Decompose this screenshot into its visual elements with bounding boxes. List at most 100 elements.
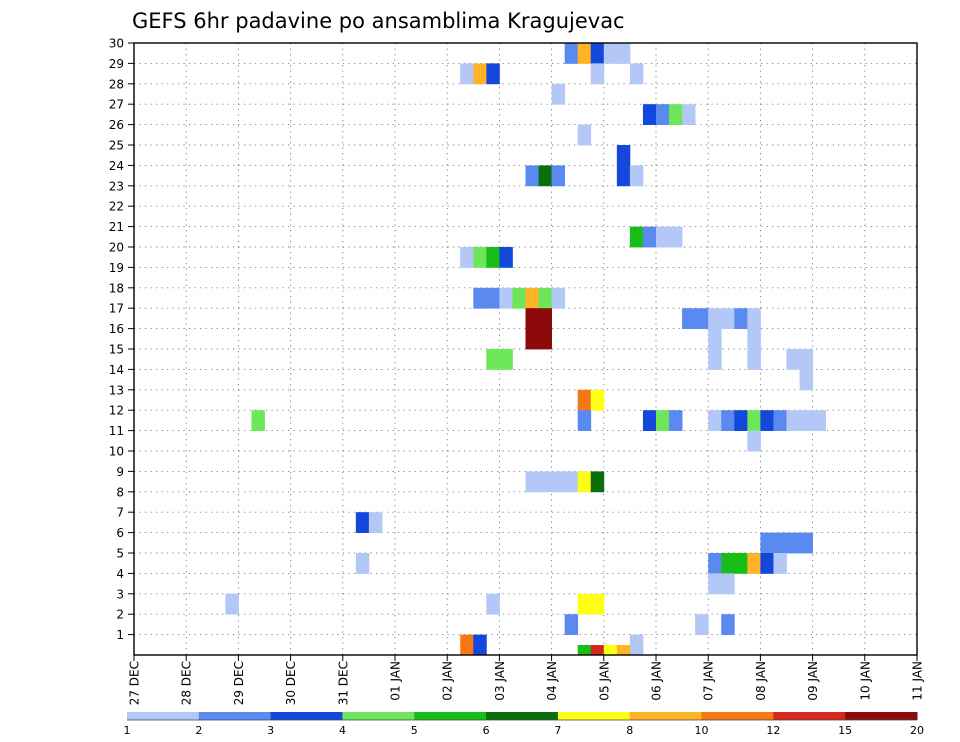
y-tick-label: 2 xyxy=(116,608,124,622)
precip-cell-member-16 xyxy=(747,328,761,350)
y-tick-label: 6 xyxy=(116,526,124,540)
legend-swatch xyxy=(557,712,631,720)
precip-cell-member-5 xyxy=(773,553,787,574)
y-tick-label: 5 xyxy=(116,547,124,561)
precip-cell-member-24 xyxy=(616,165,631,187)
precip-cell-member-12 xyxy=(773,410,787,431)
x-tick-label: 02 JAN xyxy=(441,661,455,701)
precip-cell-member-17 xyxy=(525,308,539,329)
precip-cell-member-15 xyxy=(486,349,500,370)
legend-swatch xyxy=(486,712,559,720)
y-tick-label: 3 xyxy=(116,587,124,601)
precip-cell-member-21 xyxy=(656,226,670,248)
precip-cell-member-1 xyxy=(629,634,644,656)
precip-cell-member-12 xyxy=(760,410,774,431)
precip-cell-member-29 xyxy=(629,63,644,85)
x-tick-label: 28 DEC xyxy=(180,661,194,705)
precip-cell-member-17 xyxy=(695,308,709,329)
y-axis-labels: 1234567891011121314151617181920212223242… xyxy=(109,37,134,642)
precip-cell-member-27 xyxy=(669,104,683,125)
precip-cell-edge xyxy=(577,645,592,655)
x-tick-label: 31 DEC xyxy=(336,661,350,705)
precip-cell-member-29 xyxy=(460,63,474,85)
precip-cell-member-30 xyxy=(577,43,592,64)
precip-cell-edge xyxy=(616,645,631,655)
precip-cell-edge xyxy=(590,645,605,655)
precip-cell-member-29 xyxy=(486,63,500,85)
x-tick-label: 01 JAN xyxy=(389,661,403,701)
precip-cell-member-18 xyxy=(473,287,487,309)
legend-label: 20 xyxy=(910,724,924,737)
y-tick-label: 1 xyxy=(116,628,124,642)
legend-swatch xyxy=(198,712,272,720)
y-tick-label: 30 xyxy=(109,37,124,51)
precip-cell-member-28 xyxy=(551,83,566,105)
precip-cell-member-27 xyxy=(642,104,657,125)
precip-cell-member-12 xyxy=(786,410,800,431)
x-tick-label: 29 DEC xyxy=(232,661,246,705)
precip-cell-member-13 xyxy=(577,389,592,411)
precip-cell-member-1 xyxy=(460,634,474,656)
precip-cell-member-3 xyxy=(486,593,500,615)
precip-cell-member-5 xyxy=(760,553,774,574)
precip-cell-member-24 xyxy=(525,165,539,187)
y-tick-label: 7 xyxy=(116,506,124,520)
y-tick-label: 14 xyxy=(109,363,124,377)
precip-cell-member-7 xyxy=(368,512,383,533)
precip-cell-member-24 xyxy=(538,165,552,187)
x-tick-label: 09 JAN xyxy=(806,661,820,701)
precip-cell-member-21 xyxy=(642,226,657,248)
precip-cell-member-7 xyxy=(355,512,370,533)
legend-swatch xyxy=(342,712,415,720)
precip-cell-member-12 xyxy=(708,410,722,431)
legend-swatch xyxy=(127,712,200,720)
precip-cell-member-5 xyxy=(708,553,722,574)
y-tick-label: 4 xyxy=(116,567,124,581)
y-tick-label: 12 xyxy=(109,404,124,418)
y-tick-label: 26 xyxy=(109,118,124,132)
precip-cell-member-13 xyxy=(590,389,605,411)
precip-cell-member-24 xyxy=(629,165,644,187)
precip-cell-member-18 xyxy=(512,287,526,309)
precip-cell-member-12 xyxy=(747,410,761,431)
precip-cell-member-17 xyxy=(734,308,748,329)
precip-cell-member-30 xyxy=(590,43,605,64)
precip-cell-member-9 xyxy=(525,471,539,493)
precip-cell-member-27 xyxy=(656,104,670,125)
legend-label: 1 xyxy=(124,724,131,737)
precip-cell-member-30 xyxy=(603,43,618,64)
y-tick-label: 25 xyxy=(109,139,124,153)
y-tick-label: 20 xyxy=(109,241,124,255)
color-legend: 1 2 3 4 5 6 7 8 10 12 15 20 xyxy=(124,712,924,737)
x-tick-label: 03 JAN xyxy=(493,661,507,701)
precip-cell-member-4 xyxy=(721,573,735,595)
precip-cell-member-6 xyxy=(760,532,774,554)
precip-cell-member-18 xyxy=(525,287,539,309)
precip-cell-member-15 xyxy=(499,349,513,370)
y-tick-label: 19 xyxy=(109,261,124,275)
precip-cell-member-14 xyxy=(799,369,813,391)
precip-cell-member-12 xyxy=(642,410,657,431)
precip-cell-member-17 xyxy=(721,308,735,329)
precip-cell-member-30 xyxy=(616,43,631,64)
precip-cell-member-12 xyxy=(251,410,265,431)
legend-label: 12 xyxy=(766,724,780,737)
y-tick-label: 21 xyxy=(109,220,124,234)
precip-cell-member-1 xyxy=(473,634,487,656)
precip-cell-member-6 xyxy=(786,532,800,554)
y-tick-label: 9 xyxy=(116,465,124,479)
x-tick-label: 06 JAN xyxy=(650,661,664,701)
precip-cell-member-12 xyxy=(799,410,813,431)
y-tick-label: 29 xyxy=(109,57,124,71)
precip-cell-member-24 xyxy=(551,165,566,187)
precip-cell-member-4 xyxy=(708,573,722,595)
y-tick-label: 11 xyxy=(109,424,124,438)
precip-cell-member-18 xyxy=(551,287,566,309)
precip-cell-member-21 xyxy=(629,226,644,248)
x-tick-label: 30 DEC xyxy=(284,661,298,705)
y-tick-label: 22 xyxy=(109,200,124,214)
precip-cell-member-3 xyxy=(590,593,605,615)
precip-cell-member-29 xyxy=(590,63,605,85)
x-tick-label: 27 DEC xyxy=(128,661,142,705)
precip-cell-member-6 xyxy=(773,532,787,554)
